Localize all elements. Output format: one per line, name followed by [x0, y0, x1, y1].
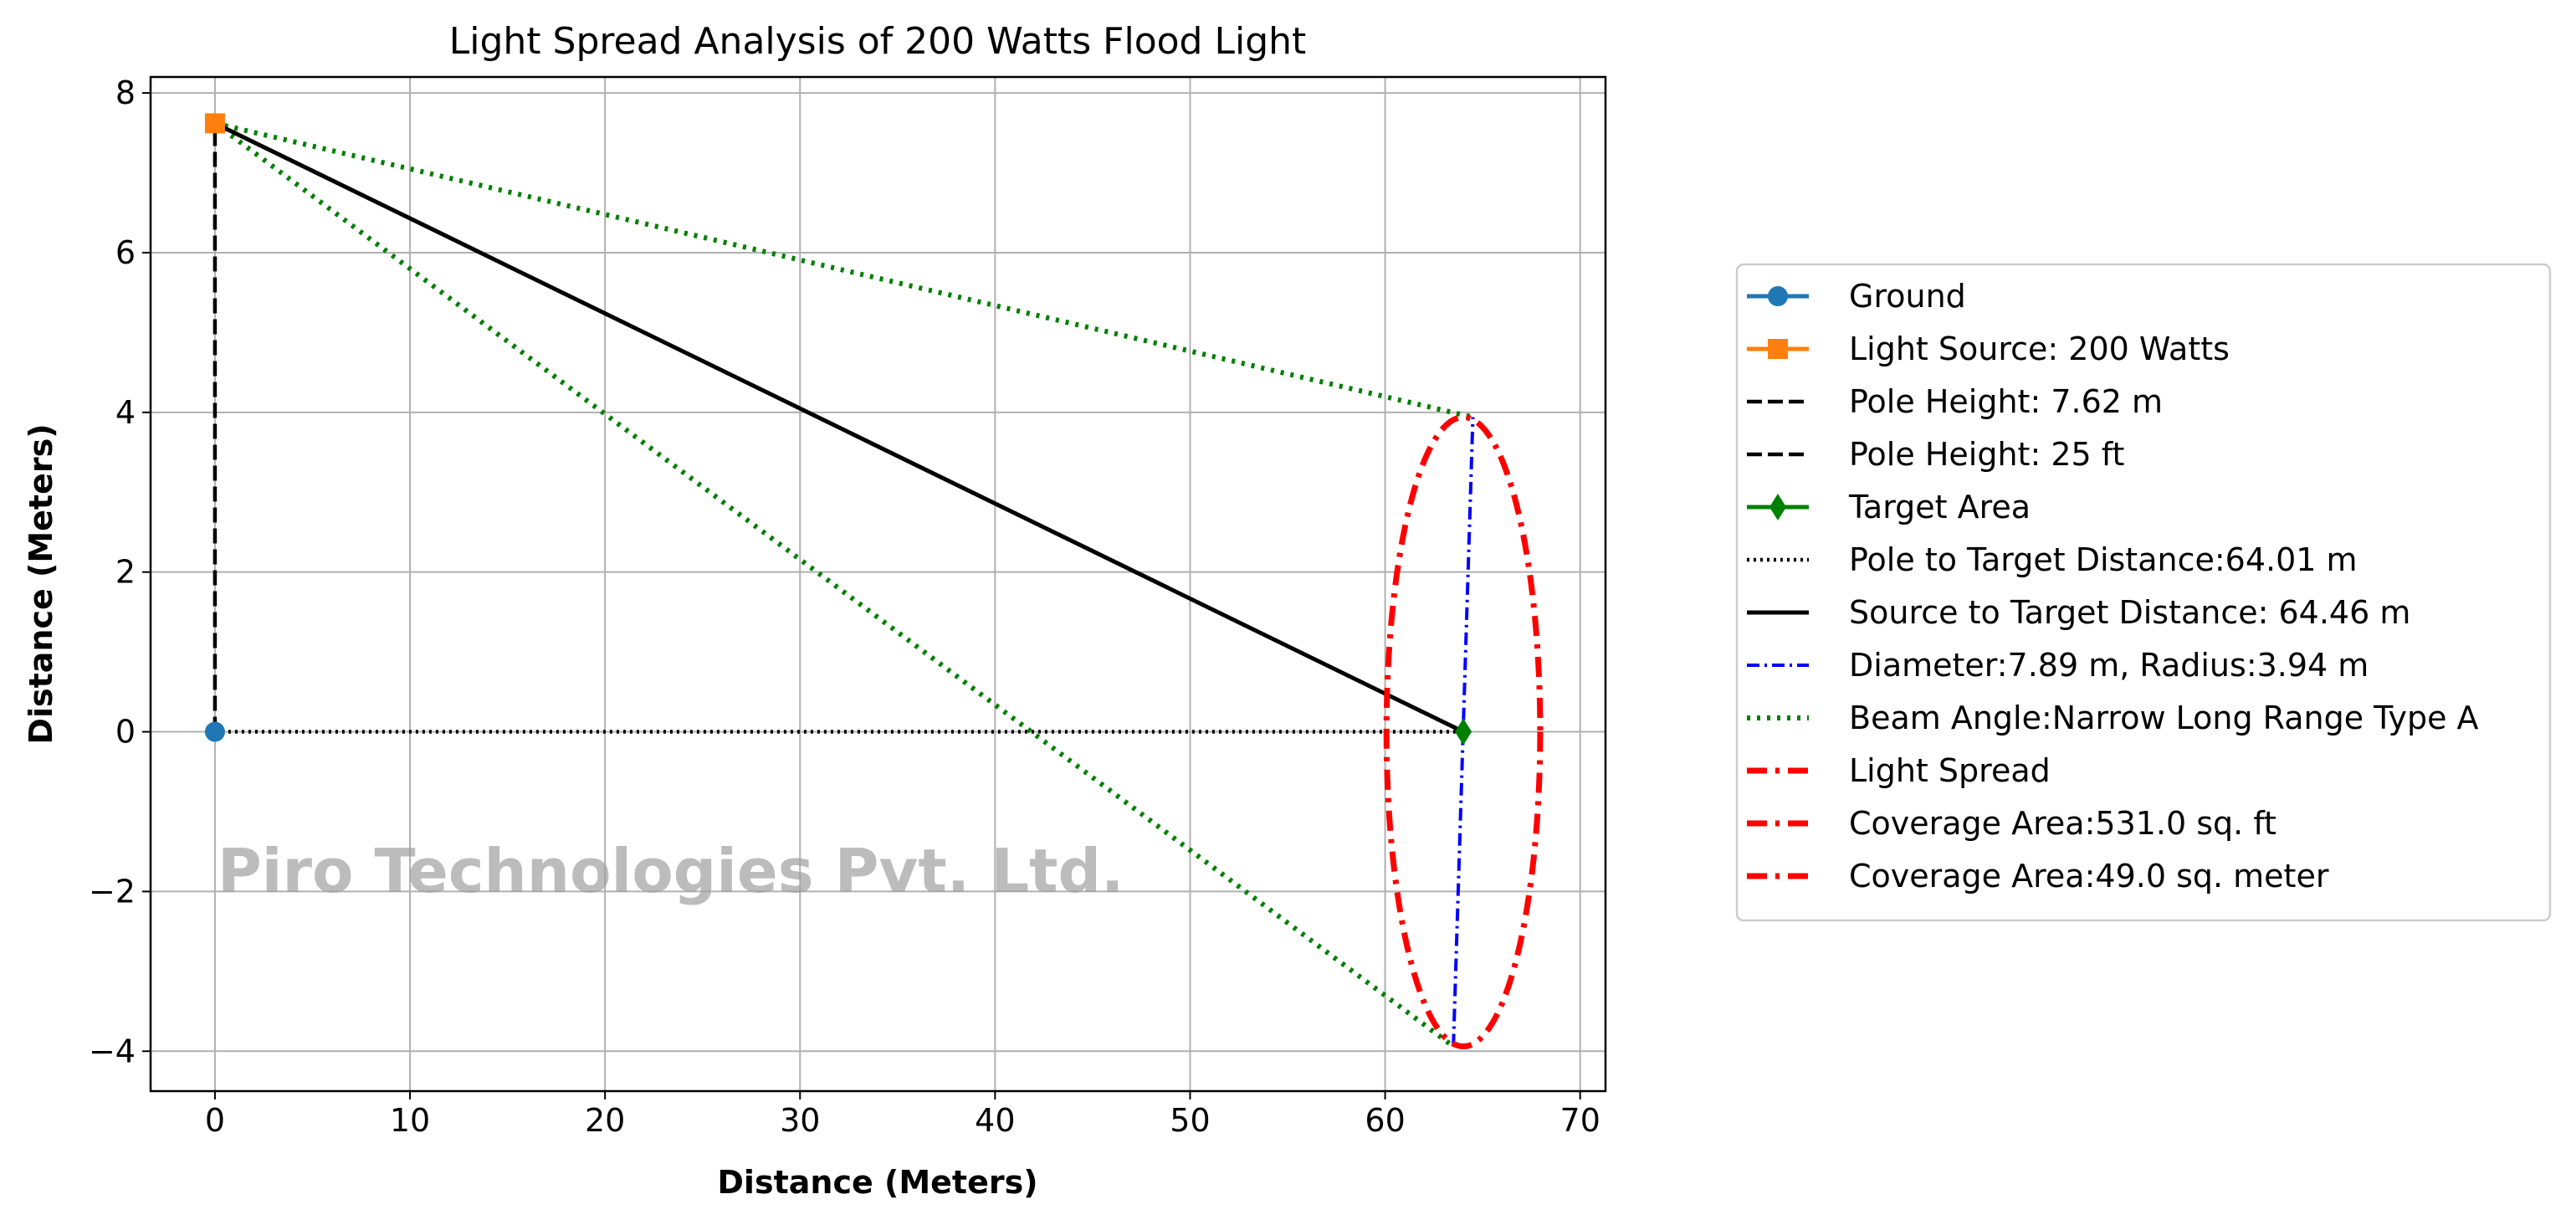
watermark: Piro Technologies Pvt. Ltd. — [218, 836, 1124, 906]
x-tick-label: 70 — [1560, 1102, 1600, 1139]
ticks: 0 10 20 30 40 50 60 70 −4 −2 0 2 4 6 8 — [89, 74, 1600, 1139]
legend-target-area-marker — [1769, 494, 1786, 520]
legend-light-spread-label: Light Spread — [1849, 752, 2051, 789]
plot-frame — [149, 75, 1607, 1093]
y-tick-label: 4 — [115, 394, 136, 431]
series-beam-angle-narrow-long-range-type-a-line — [213, 120, 1474, 1048]
legend-source-to-target-distance-64-46-m-label: Source to Target Distance: 64.46 m — [1849, 594, 2410, 631]
legend-ground-marker — [1768, 286, 1788, 306]
legend-coverage-area-49-0-sq-meter-label: Coverage Area:49.0 sq. meter — [1849, 858, 2329, 894]
series-light-spread — [1383, 414, 1544, 1050]
legend-ground-label: Ground — [1849, 278, 1966, 315]
y-tick-label: 8 — [115, 74, 136, 111]
legend-diameter-7-89-m-radius-3-94-m-label: Diameter:7.89 m, Radius:3.94 m — [1849, 647, 2369, 684]
series-target-area-point — [1455, 718, 1472, 746]
series-light-source-200-watts-point — [204, 113, 225, 134]
y-tick-label: −2 — [89, 873, 136, 910]
x-axis-label: Distance (Meters) — [717, 1164, 1037, 1201]
legend-light-source-200-watts-label: Light Source: 200 Watts — [1849, 331, 2230, 367]
x-tick-label: 0 — [205, 1102, 225, 1139]
x-tick-label: 60 — [1365, 1102, 1405, 1139]
y-axis-label: Distance (Meters) — [23, 423, 59, 744]
legend-target-area-label: Target Area — [1848, 489, 2031, 525]
legend-beam-angle-narrow-long-range-type-a-label: Beam Angle:Narrow Long Range Type A — [1849, 700, 2479, 736]
legend: Ground Light Source: 200 Watts Pole Height… — [1735, 263, 2552, 922]
legend-pole-to-target-distance-64-01-m-label: Pole to Target Distance:64.01 m — [1849, 541, 2358, 578]
chart-title: Light Spread Analysis of 200 Watts Flood… — [449, 20, 1307, 63]
x-tick-label: 40 — [975, 1102, 1015, 1139]
y-tick-label: 2 — [115, 554, 136, 591]
legend-coverage-area-531-0-sq-ft-label: Coverage Area:531.0 sq. ft — [1849, 805, 2276, 842]
legend-light-source-200-watts-marker — [1768, 339, 1788, 359]
y-tick-label: 6 — [115, 234, 136, 271]
y-tick-label: 0 — [115, 714, 136, 751]
series-source-to-target-distance-64-46-m-line — [213, 121, 1465, 734]
legend-frame — [1735, 263, 2552, 922]
legend-pole-height-7-62-m-label: Pole Height: 7.62 m — [1849, 383, 2163, 420]
x-tick-label: 50 — [1170, 1102, 1210, 1139]
series-ground-point — [204, 721, 225, 742]
y-tick-label: −4 — [89, 1033, 136, 1069]
x-tick-label: 10 — [390, 1102, 430, 1139]
plot-marks — [204, 113, 1544, 1050]
x-tick-label: 30 — [780, 1102, 820, 1139]
series-diameter-7-89-m-radius-3-94-m-line — [1452, 417, 1475, 1047]
x-tick-label: 20 — [585, 1102, 625, 1139]
legend-pole-height-25-ft-label: Pole Height: 25 ft — [1849, 436, 2124, 473]
